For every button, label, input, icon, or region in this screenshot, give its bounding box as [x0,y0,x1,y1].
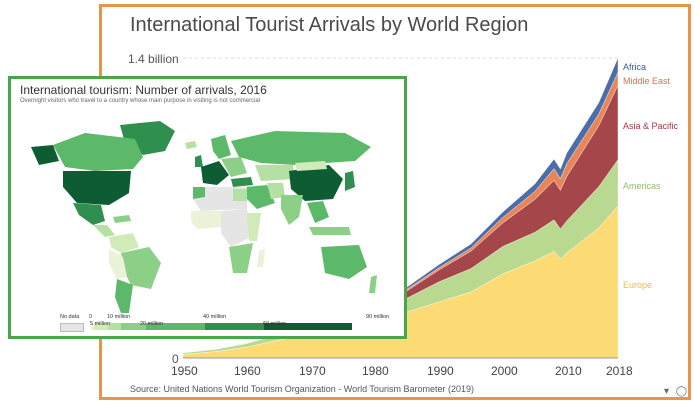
y-tick-top: 1.4 billion [128,52,179,66]
legend-label-americas: Americas [623,181,661,191]
legend-tick-label: 5 million [90,321,111,327]
chevron-down-icon[interactable]: ▾ [664,386,670,397]
country-india [281,195,303,225]
chart-source: Source: United Nations World Tourism Org… [130,384,474,394]
legend-no-data-swatch [60,323,84,332]
country-indonesia [309,227,351,235]
country-madagascar [257,249,265,267]
legend-bin-swatch [264,323,352,330]
x-tick-label: 2018 [606,364,633,378]
legend-bin-swatch [146,323,205,330]
country-mexico [73,203,105,225]
country-central-africa [221,209,251,247]
country-iran [267,183,285,199]
country-usa [63,171,131,205]
x-tick-label: 1950 [171,364,198,378]
legend-label-middle-east: Middle East [623,76,671,86]
country-australia [321,245,367,279]
legend-bin-swatch [121,323,146,330]
country-mongolia [295,161,327,171]
map-title: International tourism: Number of arrival… [20,83,267,97]
world-choropleth-map [31,121,377,313]
country-southern-africa [229,243,253,273]
country-china [289,165,343,201]
legend-bin-swatch [91,323,94,330]
x-tick-label: 2000 [491,364,518,378]
legend-tick-label: 60 million [263,321,287,327]
legend-tick-label: 20 million [140,321,164,327]
expand-icon[interactable]: ◯ [675,386,688,397]
country-west-africa [191,211,221,229]
x-tick-label: 2010 [555,364,582,378]
country-egypt [233,189,247,201]
x-tick-label: 1970 [299,364,326,378]
legend-tick-label: 10 million [107,314,131,320]
chart-title: International Tourist Arrivals by World … [130,14,529,36]
country-colombia-venezuela [109,233,139,253]
legend-no-data-label: No data [60,314,80,320]
x-tick-label: 1990 [427,364,454,378]
country-japan [345,171,355,191]
x-tick-label: 1960 [234,364,261,378]
country-middle-east [245,185,275,209]
country-alaska [31,145,59,165]
country-canada [53,133,143,171]
country-russia [231,131,371,165]
country-argentina-chile [115,279,133,313]
legend-label-asia-pacific: Asia & Pacific [623,121,679,131]
country-iceland [185,141,197,149]
country-scandinavia [211,135,231,159]
country-brazil [121,247,161,289]
country-europe-west [201,161,229,185]
legend-label-europe: Europe [623,280,653,290]
country-central-asia [255,165,295,181]
legend-tick-label: 0 [89,314,93,320]
country-east-africa [247,213,261,241]
x-tick-label: 1980 [362,364,389,378]
legend-bin-swatch [108,323,121,330]
y-tick-zero: 0 [172,352,179,366]
country-southeast-asia [307,201,329,223]
legend-tick-label: 90 million [366,314,390,320]
country-central-america [93,225,115,237]
country-new-zealand [369,275,377,293]
country-uk [195,155,203,167]
country-europe-east [221,157,247,177]
world-map-panel: International tourism: Number of arrival… [8,76,407,339]
country-morocco [193,187,205,199]
country-caribbean [113,215,131,223]
legend-label-africa: Africa [623,62,647,72]
legend-bin-swatch [205,323,264,330]
legend-bin-swatch [94,323,108,330]
map-subtitle: Overnight visitors who travel to a count… [20,98,261,104]
country-turkey [231,177,253,187]
country-peru-bolivia [109,249,127,279]
legend-tick-label: 40 million [203,314,227,320]
